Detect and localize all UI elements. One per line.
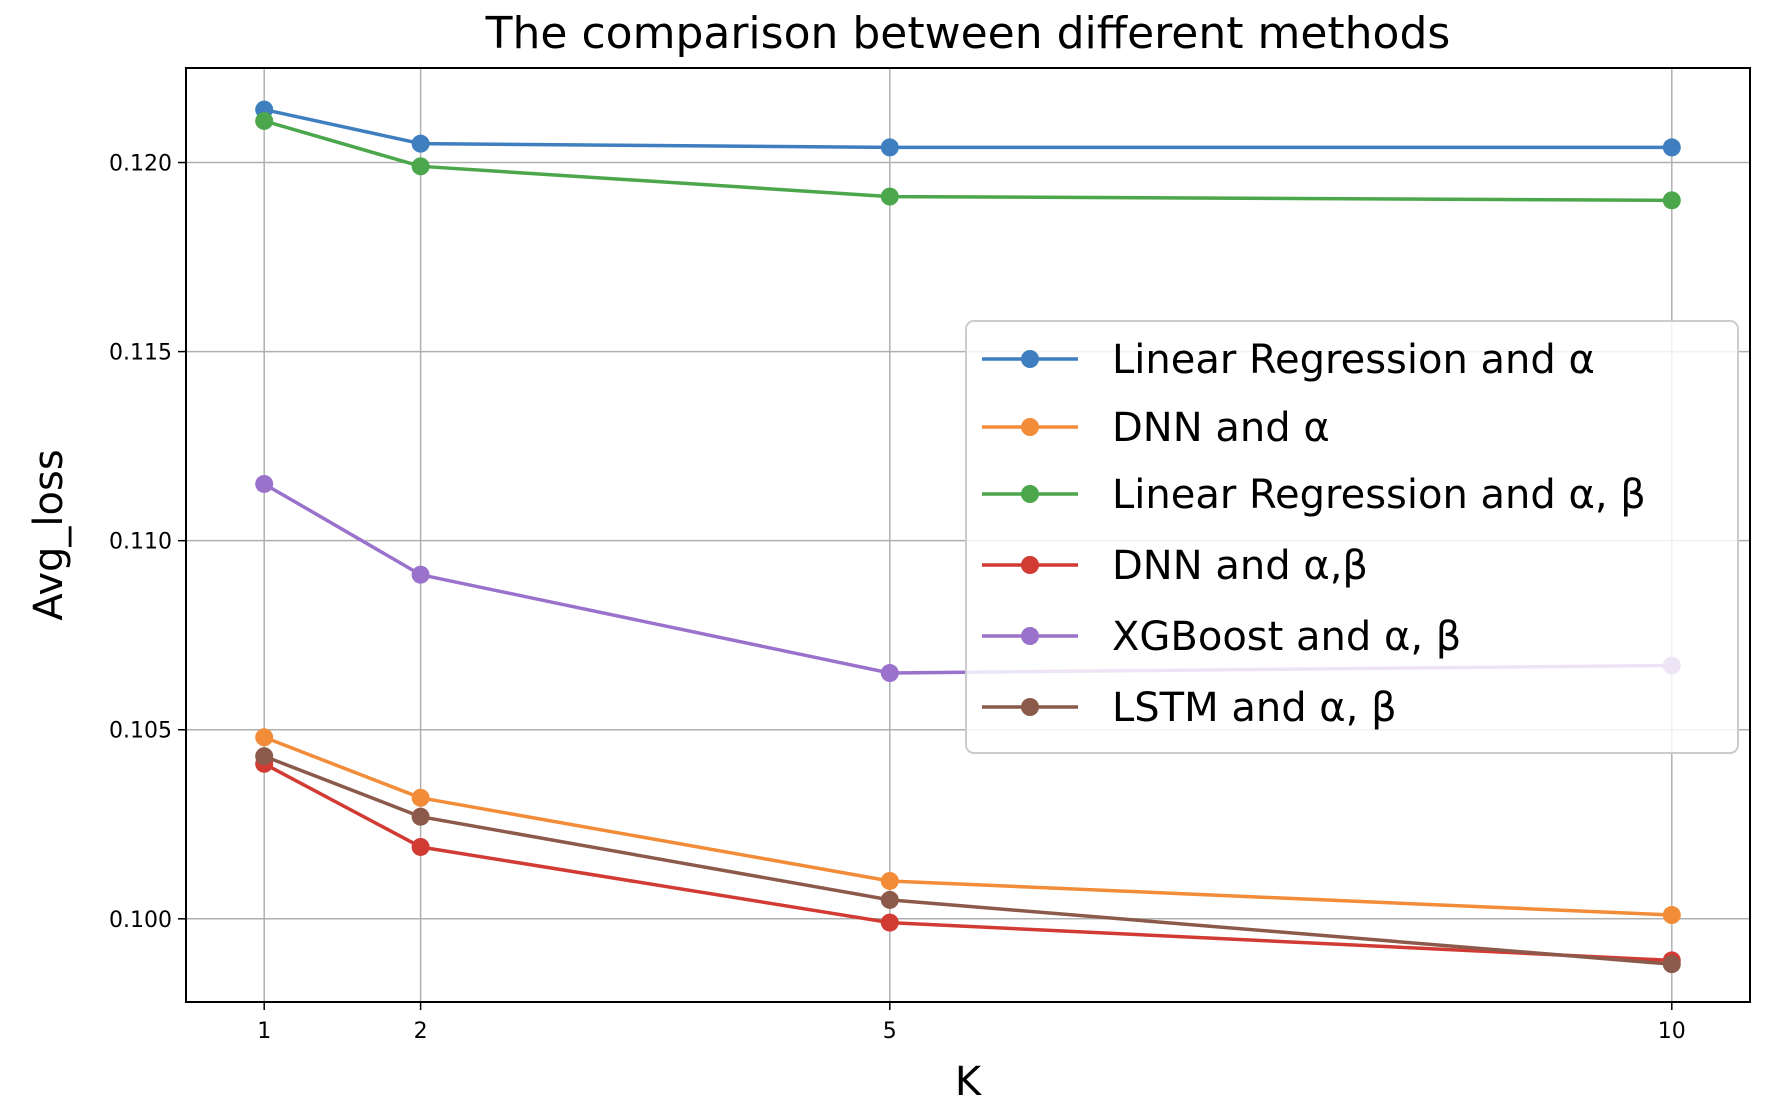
data-point bbox=[411, 807, 430, 826]
plot-frame bbox=[185, 67, 1751, 1003]
series-line bbox=[263, 754, 1672, 966]
y-tick-label: 0.110 bbox=[109, 530, 172, 555]
data-point bbox=[255, 111, 274, 130]
series-3 bbox=[255, 111, 1681, 210]
y-tick-label: 0.120 bbox=[109, 152, 172, 177]
data-point bbox=[880, 890, 899, 909]
legend-marker bbox=[1021, 556, 1039, 574]
legend-marker bbox=[1021, 350, 1039, 368]
legend-label: DNN and α bbox=[1112, 405, 1330, 451]
legend-marker bbox=[1021, 698, 1039, 716]
series-2 bbox=[255, 728, 1681, 925]
series-line bbox=[263, 762, 1672, 963]
legend-item: Linear Regression and α, β bbox=[982, 472, 1646, 518]
x-axis-label: K bbox=[955, 1059, 983, 1105]
data-point bbox=[1662, 138, 1681, 157]
data-point bbox=[255, 747, 274, 766]
legend-marker bbox=[1021, 485, 1039, 503]
legend-marker bbox=[1021, 418, 1039, 436]
data-point bbox=[411, 788, 430, 807]
legend-item: DNN and α,β bbox=[982, 543, 1368, 589]
series-line bbox=[263, 107, 1672, 150]
data-point bbox=[411, 837, 430, 856]
data-point bbox=[880, 138, 899, 157]
legend-label: DNN and α,β bbox=[1112, 543, 1368, 589]
series-1 bbox=[255, 100, 1681, 157]
series-6 bbox=[255, 747, 1681, 974]
legend-label: Linear Regression and α, β bbox=[1112, 472, 1646, 518]
data-point bbox=[880, 871, 899, 890]
data-point bbox=[255, 728, 274, 747]
y-tick-label: 0.115 bbox=[109, 341, 172, 366]
legend-marker bbox=[1021, 627, 1039, 645]
legend-item: DNN and α bbox=[982, 405, 1330, 451]
legend-label: LSTM and α, β bbox=[1112, 685, 1397, 731]
y-axis-label: Avg_loss bbox=[26, 449, 72, 620]
data-point bbox=[1662, 191, 1681, 210]
axis-ticks: 1 2 5 10 0.100 0.105 0.110 0.115 0.120 bbox=[109, 152, 1686, 1044]
legend-item: Linear Regression and α bbox=[982, 337, 1595, 383]
x-tick-label: 1 bbox=[257, 1019, 271, 1044]
legend-item: LSTM and α, β bbox=[982, 685, 1397, 731]
legend-box bbox=[965, 320, 1739, 754]
data-point bbox=[411, 134, 430, 153]
legend: Linear Regression and α DNN and α Linear R… bbox=[965, 320, 1739, 754]
y-tick-label: 0.105 bbox=[109, 719, 172, 744]
series-line bbox=[263, 735, 1672, 917]
data-point bbox=[880, 664, 899, 683]
x-tick-label: 10 bbox=[1658, 1019, 1686, 1044]
series-4 bbox=[255, 754, 1681, 970]
data-point bbox=[255, 474, 274, 493]
data-point bbox=[411, 565, 430, 584]
data-point bbox=[1662, 906, 1681, 925]
series-line bbox=[263, 119, 1672, 203]
legend-label: Linear Regression and α bbox=[1112, 337, 1595, 383]
x-tick-label: 5 bbox=[883, 1019, 897, 1044]
data-point bbox=[411, 157, 430, 176]
data-point bbox=[1662, 955, 1681, 974]
data-point bbox=[880, 187, 899, 206]
series-layer bbox=[255, 100, 1681, 974]
y-tick-label: 0.100 bbox=[109, 908, 172, 933]
data-point bbox=[880, 913, 899, 932]
legend-label: XGBoost and α, β bbox=[1112, 614, 1461, 660]
x-tick-label: 2 bbox=[414, 1019, 428, 1044]
legend-item: XGBoost and α, β bbox=[982, 614, 1461, 660]
chart-title: The comparison between different methods bbox=[485, 8, 1451, 59]
